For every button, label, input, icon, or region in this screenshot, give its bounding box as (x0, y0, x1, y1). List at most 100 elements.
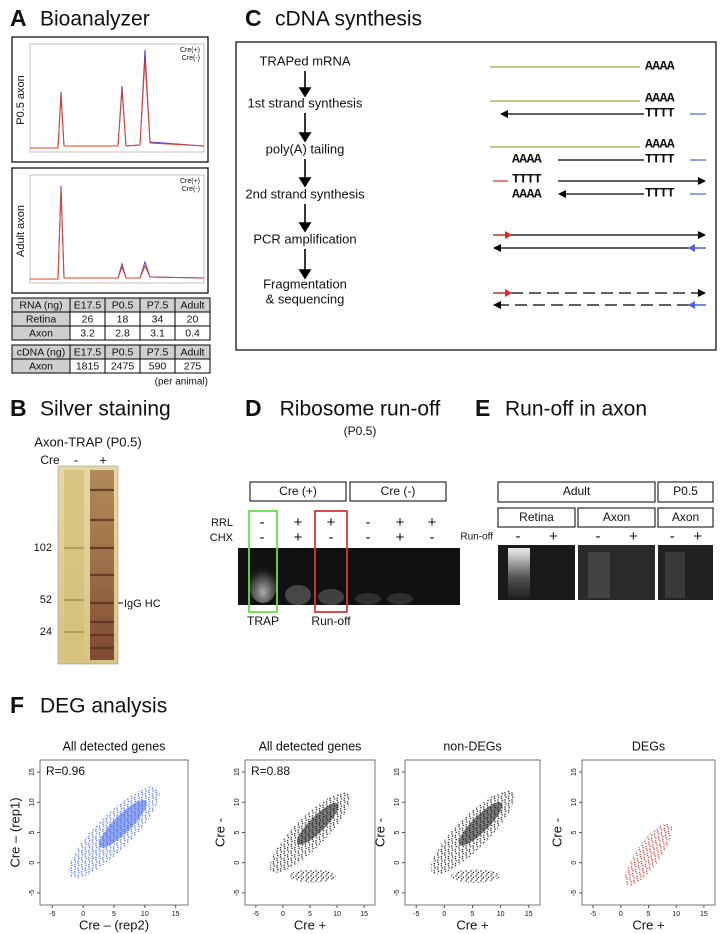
table-cell: 34 (152, 313, 164, 325)
x-axis-label: Cre – (rep2) (79, 917, 149, 932)
lane-sign: + (549, 528, 558, 545)
y-tick-label: 5 (571, 830, 578, 834)
panel-letter: D (245, 395, 262, 421)
box (497, 481, 656, 503)
lane-sign: - (596, 528, 601, 545)
panel-title: cDNA synthesis (275, 8, 422, 31)
step-label: 2nd strand synthesis (245, 186, 365, 201)
group-label: Cre (-) (381, 484, 416, 498)
panel-letter: B (10, 395, 27, 421)
x-axis-label: Cre + (632, 917, 664, 932)
cloud-low (289, 869, 336, 883)
trace-curves (30, 49, 205, 280)
lane-sign: + (294, 514, 303, 531)
cloud-low (450, 869, 500, 883)
seq-label: TTTT (512, 171, 542, 186)
lane-sign: - (74, 452, 78, 467)
lane-sign: + (629, 528, 638, 545)
y-tick-label: 0 (29, 861, 36, 865)
silver-gel (57, 465, 123, 665)
lane-sign: + (428, 514, 437, 531)
panel-title: Silver staining (40, 398, 171, 421)
table-cell: P7.5 (147, 299, 169, 311)
panel-letter: A (10, 5, 27, 31)
x-tick-label: 10 (333, 911, 341, 918)
x-tick-label: 5 (647, 911, 651, 918)
x-tick-label: 0 (81, 911, 85, 918)
box (577, 507, 656, 528)
cloud-core (458, 802, 503, 846)
table-cell: E17.5 (74, 346, 102, 358)
annotation: R=0.96 (46, 764, 85, 778)
table-cell: 26 (82, 313, 94, 325)
y-tick-label: -5 (571, 890, 578, 896)
y-tick-label: 0 (234, 861, 241, 865)
x-tick-label: 10 (141, 911, 149, 918)
box (174, 358, 211, 374)
lane-sign: - (670, 528, 675, 545)
trace-label: Adult axon (15, 205, 27, 257)
x-tick-label: 10 (497, 911, 505, 918)
box (657, 481, 714, 503)
point-cloud (624, 822, 673, 886)
schema-frame (235, 41, 717, 351)
lane-sign: - (260, 514, 265, 531)
table-cell: 2.8 (115, 327, 130, 339)
trace-frames (11, 36, 209, 294)
x-tick-label: 5 (112, 911, 116, 918)
marker-label: 52 (40, 594, 52, 606)
panel-title: Ribosome run-off (280, 398, 441, 421)
tissue-label: Axon (603, 510, 630, 524)
seq-label: TTTT (645, 105, 675, 120)
runoff-gel (238, 548, 460, 605)
seq-label: TTTT (645, 151, 675, 166)
cloud (624, 822, 673, 886)
lane-sign: - (516, 528, 521, 545)
highlight-label: TRAP (247, 614, 279, 628)
point-cloud (68, 786, 160, 879)
legend-entry: Cre(+) (180, 47, 200, 54)
row-label: RRL (211, 517, 233, 529)
y-tick-label: 10 (571, 798, 578, 806)
x-tick-label: 15 (700, 911, 708, 918)
plot-title: All detected genes (63, 739, 166, 753)
legend-entry: Cre(+) (180, 178, 200, 185)
table-cell: 3.1 (150, 327, 165, 339)
table-cell: 18 (117, 313, 129, 325)
table-cell: P7.5 (147, 346, 169, 358)
x-tick-label: 0 (619, 911, 623, 918)
x-tick-label: 0 (442, 911, 446, 918)
y-tick-label: 5 (394, 830, 401, 834)
point-cloud (430, 790, 515, 883)
table-note: (per animal) (155, 377, 208, 388)
plot-title: All detected genes (259, 739, 362, 753)
y-tick-label: -5 (394, 890, 401, 896)
table-cell: 20 (187, 313, 199, 325)
x-axis-label: Cre + (456, 917, 488, 932)
y-tick-label: -5 (234, 890, 241, 896)
x-tick-label: 15 (360, 911, 368, 918)
x-tick-label: 15 (525, 911, 533, 918)
row-label: Run-off (460, 532, 493, 543)
y-tick-label: 0 (394, 861, 401, 865)
lane-sign: - (430, 529, 435, 546)
strand-diagram (490, 66, 706, 309)
panel-title: Bioanalyzer (40, 8, 150, 31)
group-label: P0.5 (673, 484, 698, 498)
step-label: & sequencing (266, 291, 345, 306)
seq-label: AAAA (645, 58, 675, 73)
table-cell: P0.5 (112, 346, 134, 358)
seq-label: AAAA (512, 151, 542, 166)
plot-frame (581, 759, 716, 906)
box (349, 481, 447, 502)
table-cell: 0.4 (185, 327, 200, 339)
step-label: poly(A) tailing (266, 141, 345, 156)
table-cell: Axon (29, 360, 53, 372)
table-cell: Adult (181, 346, 205, 358)
panel-title: DEG analysis (40, 695, 167, 718)
table-cell: 3.2 (80, 327, 95, 339)
box (174, 325, 211, 341)
table-cell: 2475 (111, 360, 135, 372)
x-tick-label: 5 (471, 911, 475, 918)
